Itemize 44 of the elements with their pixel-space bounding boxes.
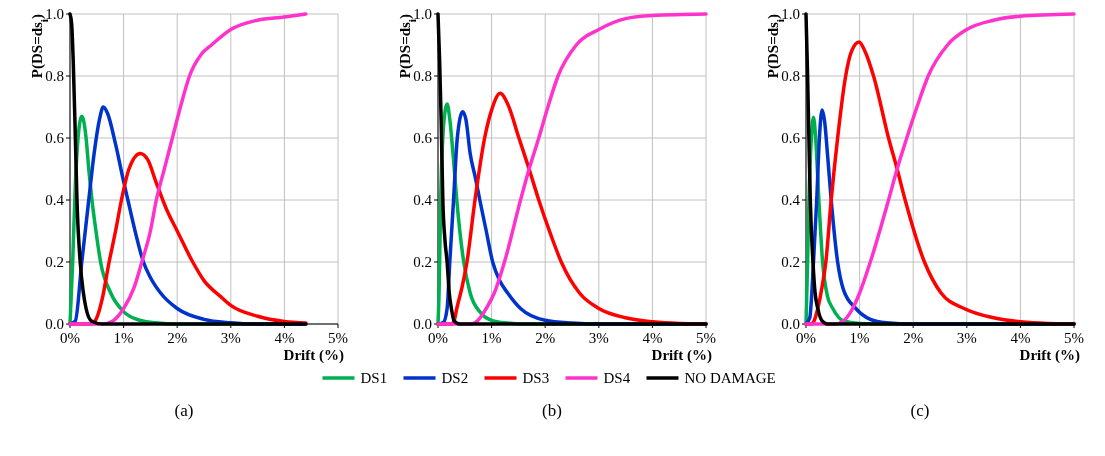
x-tick-label: 1% xyxy=(481,330,502,346)
y-tick-label: 0.8 xyxy=(781,68,800,84)
x-tick-label: 3% xyxy=(220,330,241,346)
x-tick-label: 5% xyxy=(696,330,716,346)
x-tick-label: 2% xyxy=(167,330,188,346)
x-axis-title: Drift (%) xyxy=(651,347,712,364)
x-tick-label: 0% xyxy=(428,330,448,346)
x-tick-label: 4% xyxy=(274,330,295,346)
legend-label: NO DAMAGE xyxy=(684,370,776,386)
x-tick-label: 1% xyxy=(113,330,134,346)
y-tick-label: 0.2 xyxy=(781,254,800,270)
x-tick-label: 2% xyxy=(903,330,924,346)
y-tick-label: 0.0 xyxy=(781,316,800,332)
x-axis-title: Drift (%) xyxy=(283,347,344,364)
y-tick-label: 0.0 xyxy=(45,316,64,332)
y-tick-label: 0.6 xyxy=(413,130,433,146)
x-tick-label: 1% xyxy=(849,330,870,346)
x-tick-label: 0% xyxy=(60,330,80,346)
text: (a) xyxy=(174,401,194,420)
y-tick-label: 0.2 xyxy=(45,254,64,270)
x-tick-label: 4% xyxy=(642,330,663,346)
legend-label: DS1 xyxy=(360,370,388,386)
x-tick-label: 3% xyxy=(588,330,609,346)
text: (b) xyxy=(542,401,562,420)
x-axis-title: Drift (%) xyxy=(1019,347,1080,364)
text: (c) xyxy=(910,401,930,420)
x-tick-label: 4% xyxy=(1010,330,1031,346)
legend-label: DS4 xyxy=(603,370,631,386)
legend-label: DS2 xyxy=(441,370,469,386)
y-tick-label: 0.2 xyxy=(413,254,432,270)
x-tick-label: 5% xyxy=(328,330,348,346)
x-tick-label: 5% xyxy=(1064,330,1084,346)
x-tick-label: 3% xyxy=(956,330,977,346)
y-tick-label: 0.8 xyxy=(45,68,64,84)
x-tick-label: 0% xyxy=(796,330,816,346)
y-tick-label: 0.4 xyxy=(781,192,801,208)
y-tick-label: 0.4 xyxy=(45,192,65,208)
y-tick-label: 0.6 xyxy=(781,130,801,146)
x-tick-label: 2% xyxy=(535,330,556,346)
y-tick-label: 0.8 xyxy=(413,68,432,84)
y-tick-label: 0.4 xyxy=(413,192,433,208)
y-tick-label: 0.0 xyxy=(413,316,432,332)
y-tick-label: 0.6 xyxy=(45,130,65,146)
legend-label: DS3 xyxy=(522,370,550,386)
